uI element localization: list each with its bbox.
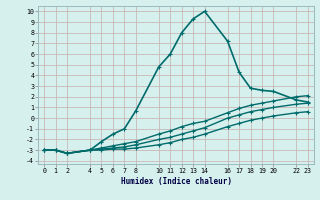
- X-axis label: Humidex (Indice chaleur): Humidex (Indice chaleur): [121, 177, 231, 186]
